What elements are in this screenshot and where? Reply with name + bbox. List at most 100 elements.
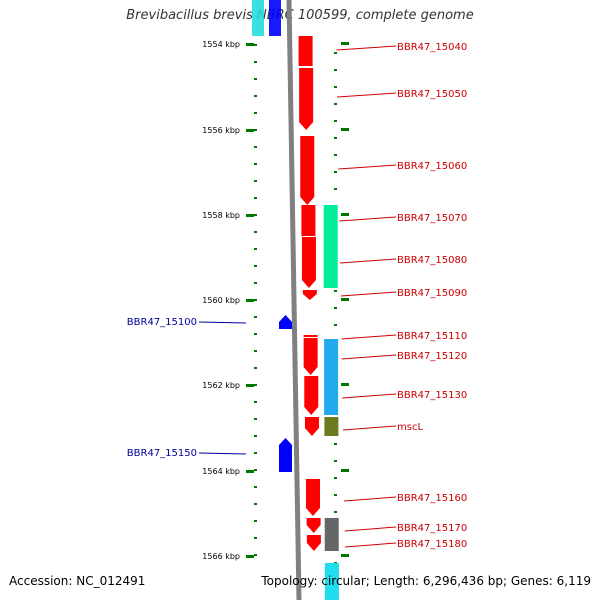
minor-tick bbox=[254, 520, 257, 522]
minor-tick bbox=[254, 61, 257, 63]
minor-tick bbox=[254, 299, 257, 301]
genome-title: Brevibacillus brevis NBRC 100599, comple… bbox=[126, 8, 474, 23]
forward-gene-label-2[interactable]: BBR47_15060 bbox=[397, 161, 467, 172]
forward-gene-0[interactable] bbox=[298, 36, 313, 66]
minor-tick bbox=[334, 324, 337, 326]
tick-label-3: 1560 kbp bbox=[202, 296, 240, 305]
minor-tick bbox=[334, 307, 337, 309]
tick-label-1: 1556 kbp bbox=[202, 126, 240, 135]
minor-tick bbox=[254, 129, 257, 131]
forward-gene-label-12[interactable]: BBR47_15180 bbox=[397, 539, 467, 550]
forward-gene-label-5[interactable]: BBR47_15090 bbox=[397, 288, 467, 299]
forward-gene-11[interactable] bbox=[306, 518, 321, 533]
forward-gene-1[interactable] bbox=[299, 68, 314, 130]
feature-block-top bbox=[252, 0, 264, 36]
minor-tick bbox=[334, 494, 337, 496]
reverse-gene-1[interactable] bbox=[279, 438, 292, 472]
minor-tick bbox=[254, 384, 257, 386]
reverse-gene-0[interactable] bbox=[279, 315, 292, 329]
minor-tick bbox=[334, 69, 337, 71]
minor-tick bbox=[254, 469, 257, 471]
feature-block bbox=[323, 205, 338, 288]
forward-gene-4[interactable] bbox=[301, 237, 316, 288]
reverse-gene-label-0[interactable]: BBR47_15100 bbox=[127, 317, 197, 328]
minor-tick bbox=[254, 112, 257, 114]
minor-tick bbox=[254, 282, 257, 284]
feature-block bbox=[324, 563, 339, 600]
forward-gene-label-9[interactable]: mscL bbox=[397, 422, 423, 433]
tick-label-4: 1562 kbp bbox=[202, 381, 240, 390]
genome-backbone bbox=[286, 0, 302, 600]
forward-gene-8[interactable] bbox=[304, 376, 319, 415]
major-tick bbox=[246, 299, 254, 302]
label-leader bbox=[339, 216, 397, 222]
minor-tick bbox=[334, 511, 337, 513]
forward-gene-label-3[interactable]: BBR47_15070 bbox=[397, 213, 467, 224]
forward-gene-label-10[interactable]: BBR47_15160 bbox=[397, 493, 467, 504]
accession-text: Accession: NC_012491 bbox=[9, 574, 146, 588]
tick-label-2: 1558 kbp bbox=[202, 211, 240, 220]
forward-gene-label-8[interactable]: BBR47_15130 bbox=[397, 390, 467, 401]
forward-gene-label-11[interactable]: BBR47_15170 bbox=[397, 523, 467, 534]
minor-tick bbox=[254, 367, 257, 369]
major-tick bbox=[246, 555, 254, 558]
label-leader bbox=[339, 258, 397, 264]
forward-gene-7[interactable] bbox=[303, 338, 318, 375]
forward-gene-2[interactable] bbox=[300, 136, 315, 205]
forward-gene-10[interactable] bbox=[305, 479, 320, 516]
tick-label-6: 1566 kbp bbox=[202, 552, 240, 561]
minor-tick bbox=[334, 103, 337, 105]
minor-tick bbox=[254, 503, 257, 505]
minor-tick bbox=[334, 171, 337, 173]
forward-gene-12[interactable] bbox=[306, 535, 321, 551]
major-tick-right bbox=[341, 383, 349, 386]
feature-block bbox=[324, 339, 339, 415]
forward-gene-label-7[interactable]: BBR47_15120 bbox=[397, 351, 467, 362]
reverse-gene-label-1[interactable]: BBR47_15150 bbox=[127, 448, 197, 459]
major-tick bbox=[246, 43, 254, 46]
major-tick-right bbox=[341, 469, 349, 472]
minor-tick bbox=[334, 290, 337, 292]
forward-gene-9[interactable] bbox=[304, 417, 319, 436]
minor-tick bbox=[254, 146, 257, 148]
forward-gene-5[interactable] bbox=[302, 290, 317, 300]
forward-gene-label-0[interactable]: BBR47_15040 bbox=[397, 42, 467, 53]
label-leader bbox=[198, 321, 247, 324]
major-tick-right bbox=[341, 298, 349, 301]
minor-tick bbox=[254, 180, 257, 182]
minor-tick bbox=[254, 265, 257, 267]
minor-tick bbox=[254, 163, 257, 165]
forward-gene-label-4[interactable]: BBR47_15080 bbox=[397, 255, 467, 266]
minor-tick bbox=[254, 554, 257, 556]
major-tick bbox=[246, 384, 254, 387]
forward-gene-3[interactable] bbox=[301, 205, 316, 236]
minor-tick bbox=[254, 316, 257, 318]
minor-tick bbox=[254, 78, 257, 80]
label-leader bbox=[337, 92, 397, 98]
major-tick-right bbox=[341, 128, 349, 131]
forward-gene-label-6[interactable]: BBR47_15110 bbox=[397, 331, 467, 342]
feature-block bbox=[324, 518, 339, 551]
minor-tick bbox=[334, 188, 337, 190]
minor-tick bbox=[254, 95, 257, 97]
tick-label-5: 1564 kbp bbox=[202, 467, 240, 476]
minor-tick bbox=[254, 248, 257, 250]
minor-tick bbox=[334, 460, 337, 462]
minor-tick bbox=[254, 452, 257, 454]
label-leader bbox=[336, 45, 397, 51]
minor-tick bbox=[334, 477, 337, 479]
minor-tick bbox=[254, 401, 257, 403]
major-tick bbox=[246, 470, 254, 473]
minor-tick bbox=[334, 137, 337, 139]
minor-tick bbox=[254, 214, 257, 216]
major-tick bbox=[246, 129, 254, 132]
major-tick-right bbox=[341, 42, 349, 45]
minor-tick bbox=[334, 443, 337, 445]
minor-tick bbox=[254, 333, 257, 335]
tick-label-0: 1554 kbp bbox=[202, 40, 240, 49]
major-tick bbox=[246, 214, 254, 217]
forward-gene-label-1[interactable]: BBR47_15050 bbox=[397, 89, 467, 100]
forward-gene-6[interactable] bbox=[303, 335, 318, 337]
minor-tick bbox=[334, 154, 337, 156]
